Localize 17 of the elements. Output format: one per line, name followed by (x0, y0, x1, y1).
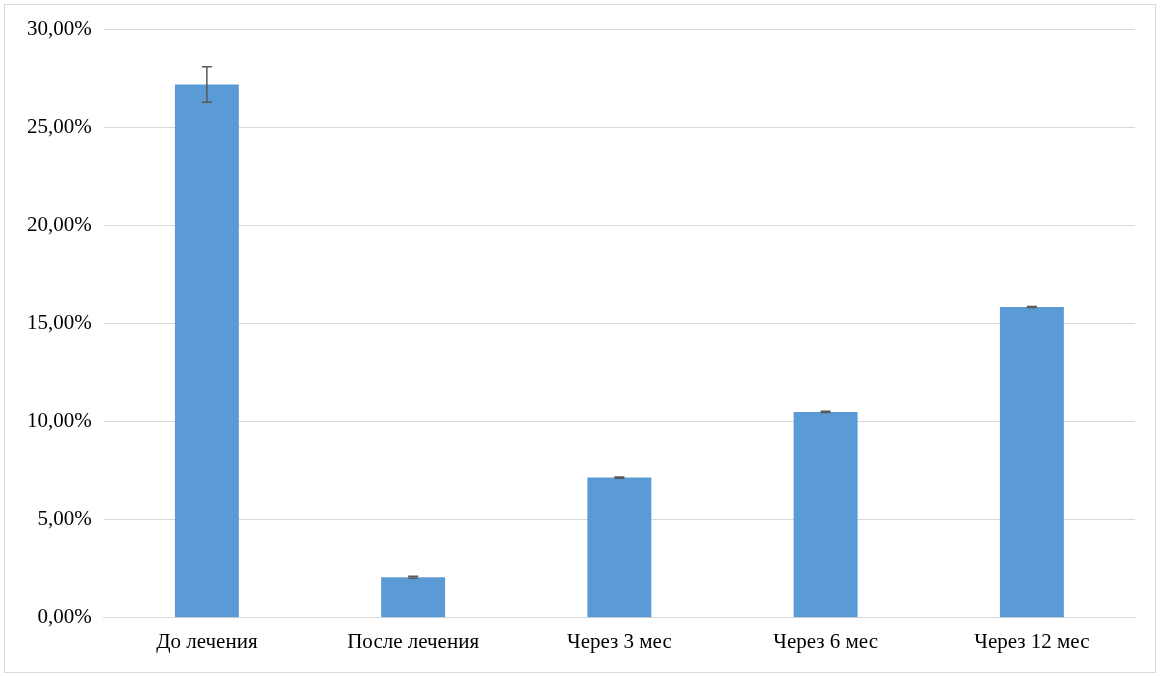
y-tick-label: 5,00% (37, 506, 92, 531)
y-tick-label: 20,00% (26, 212, 92, 237)
x-tick-label: До лечения (156, 628, 258, 653)
bar (174, 84, 239, 618)
y-tick-label: 25,00% (26, 114, 92, 139)
x-tick-label: Через 6 мес (773, 628, 879, 653)
y-tick-label: 10,00% (26, 408, 92, 433)
x-tick-label: После лечения (347, 628, 480, 653)
y-tick-label: 15,00% (26, 310, 92, 335)
bar (587, 477, 652, 618)
x-tick-label: Через 12 мес (974, 628, 1090, 653)
bar (381, 577, 446, 618)
y-tick-label: 0,00% (37, 604, 92, 629)
x-tick-label: Через 3 мес (566, 628, 672, 653)
y-tick-label: 30,00% (26, 16, 92, 41)
bar (999, 307, 1064, 618)
bar (793, 411, 858, 618)
